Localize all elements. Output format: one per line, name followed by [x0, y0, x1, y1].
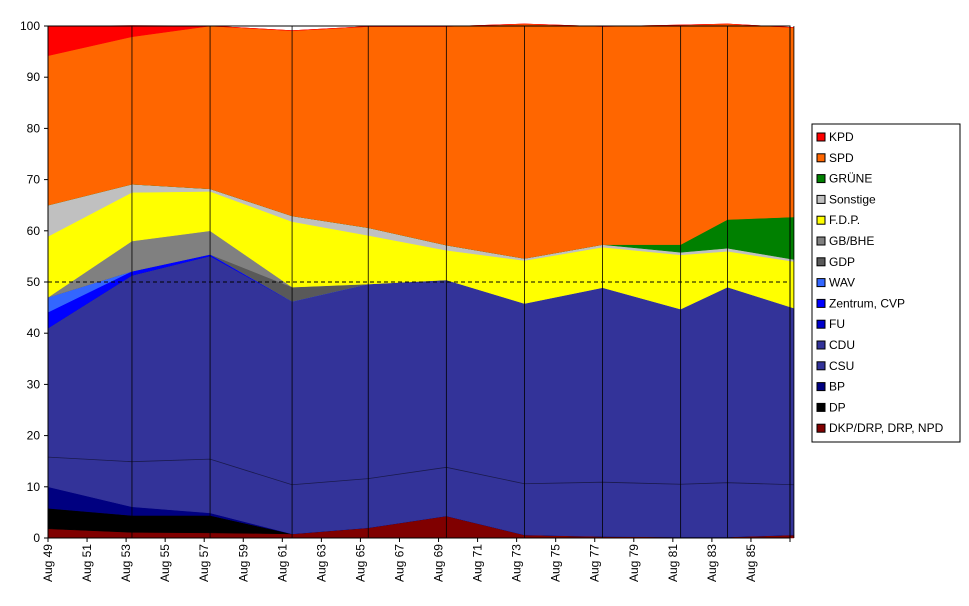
y-tick-label: 30	[27, 377, 41, 391]
x-tick-label: Aug 67	[392, 544, 406, 582]
legend-swatch	[816, 278, 826, 288]
x-tick-label: Aug 75	[549, 544, 563, 582]
x-tick-label: Aug 57	[197, 544, 211, 582]
legend-entry-label: WAV	[829, 276, 855, 290]
legend-entry-label: Sonstige	[829, 192, 876, 206]
legend-swatch	[816, 382, 826, 392]
legend-swatch	[816, 319, 826, 329]
legend-swatch	[816, 361, 826, 371]
legend-swatch	[816, 215, 826, 225]
y-tick-label: 0	[33, 531, 40, 545]
legend-swatch	[816, 340, 826, 350]
legend-swatch	[816, 132, 826, 142]
legend-entry-label: CSU	[829, 359, 854, 373]
x-tick-label: Aug 59	[236, 544, 250, 582]
x-tick-label: Aug 55	[158, 544, 172, 582]
y-tick-label: 90	[27, 70, 41, 84]
y-tick-label: 50	[27, 275, 41, 289]
y-tick-label: 80	[27, 121, 41, 135]
x-tick-label: Aug 77	[588, 544, 602, 582]
x-tick-label: Aug 63	[314, 544, 328, 582]
x-tick-label: Aug 69	[432, 544, 446, 582]
x-tick-label: Aug 81	[666, 544, 680, 582]
legend-swatch	[816, 257, 826, 267]
legend-entry-label: DKP/DRP, DRP, NPD	[829, 421, 944, 435]
legend-entry-label: GDP	[829, 255, 855, 269]
legend-swatch	[816, 423, 826, 433]
legend-swatch	[816, 402, 826, 412]
axis-layer: 0 10 20 30 40 50 60 70 80 90 100 Aug 49 Aug 51 Aug 53…	[20, 19, 791, 582]
legend-entry-label: Zentrum, CVP	[829, 296, 905, 310]
legend-entry-label: SPD	[829, 151, 854, 165]
legend-swatch	[816, 153, 826, 163]
legend: KPD SPD GRÜNE Sonstige F.D.P. GB/BHE GDP WAV Zen…	[811, 123, 961, 443]
y-tick-label: 20	[27, 429, 41, 443]
y-tick-label: 60	[27, 224, 41, 238]
x-tick-label: Aug 79	[627, 544, 641, 582]
legend-entry-label: KPD	[829, 130, 854, 144]
legend-swatch	[816, 236, 826, 246]
x-tick-label: Aug 51	[80, 544, 94, 582]
x-tick-label: Aug 73	[510, 544, 524, 582]
legend-entry-label: GB/BHE	[829, 234, 874, 248]
y-tick-label: 70	[27, 173, 41, 187]
legend-entry-label: GRÜNE	[829, 172, 872, 186]
x-tick-label: Aug 71	[471, 544, 485, 582]
y-tick-label: 100	[20, 19, 40, 33]
legend-entry-label: FU	[829, 317, 845, 331]
areas-layer	[47, 23, 795, 539]
legend-entry-label: F.D.P.	[829, 213, 860, 227]
legend-swatch	[816, 174, 826, 184]
legend-entry-label: DP	[829, 400, 846, 414]
x-tick-label: Aug 49	[41, 544, 55, 582]
x-tick-label: Aug 85	[744, 544, 758, 582]
x-tick-label: Aug 61	[275, 544, 289, 582]
legend-box	[811, 123, 961, 443]
legend-entry-label: BP	[829, 380, 845, 394]
x-tick-label: Aug 65	[353, 544, 367, 582]
legend-swatch	[816, 194, 826, 204]
y-tick-label: 10	[27, 480, 41, 494]
legend-entry-label: CDU	[829, 338, 855, 352]
x-tick-label: Aug 83	[705, 544, 719, 582]
x-tick-label: Aug 53	[119, 544, 133, 582]
y-tick-label: 40	[27, 326, 41, 340]
legend-swatch	[816, 298, 826, 308]
